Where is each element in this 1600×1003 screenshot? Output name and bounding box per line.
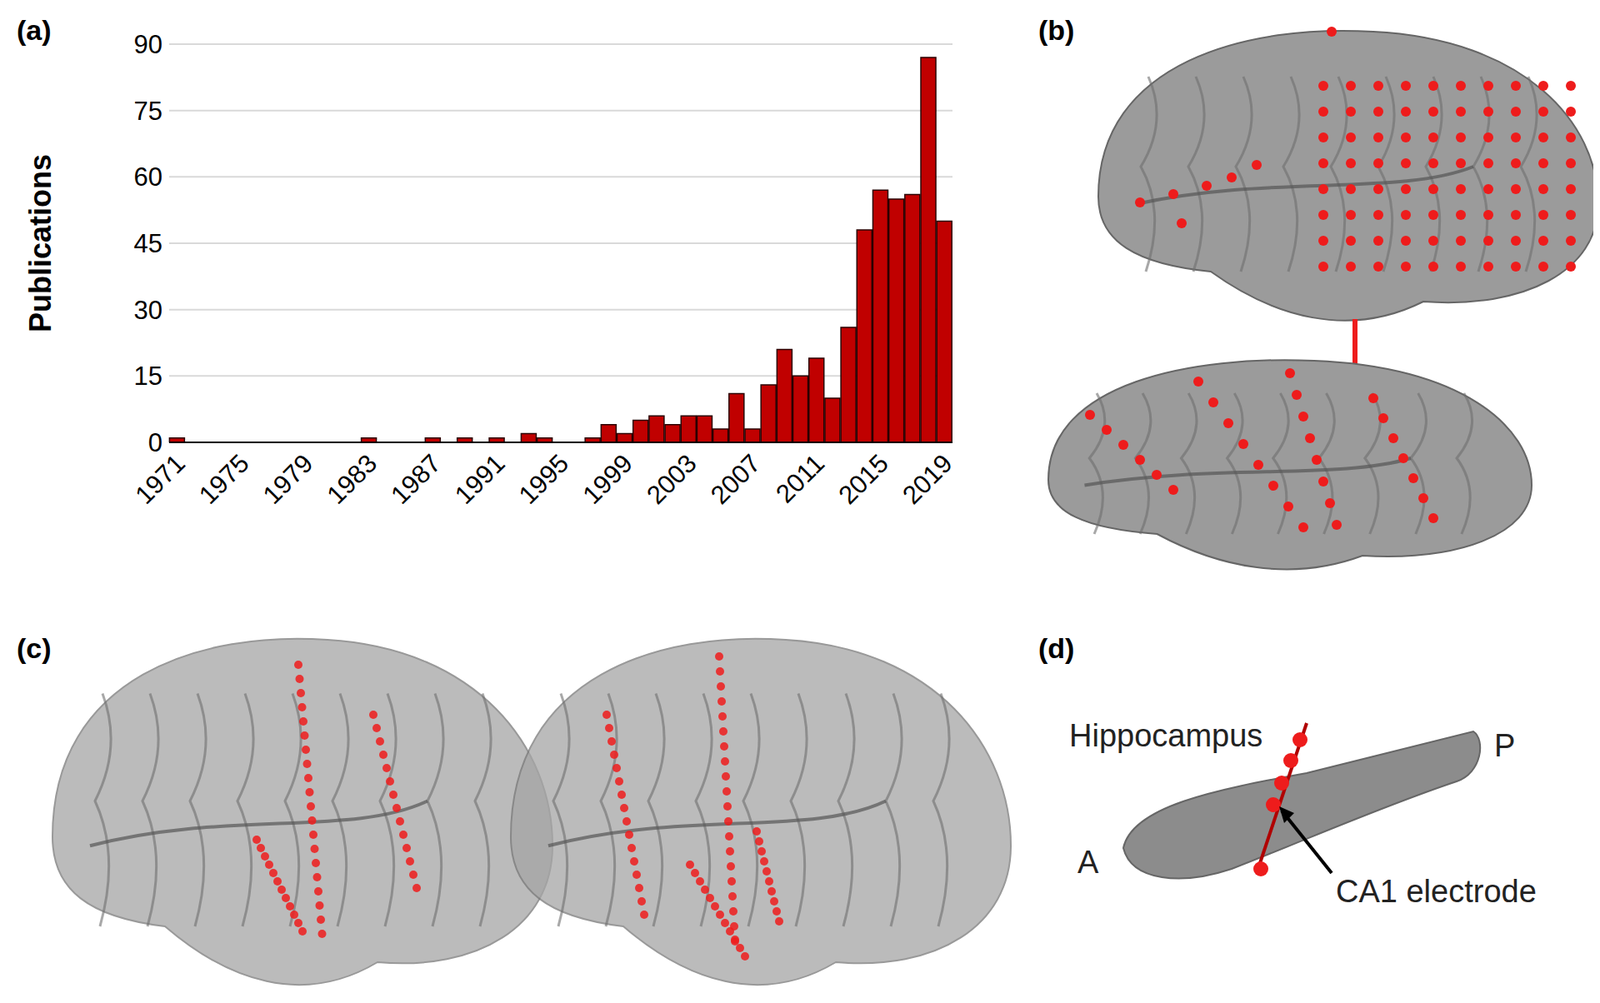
svg-text:1983: 1983 xyxy=(321,449,384,511)
svg-text:2003: 2003 xyxy=(640,449,703,511)
svg-text:(d): (d) xyxy=(1038,632,1075,665)
svg-text:1995: 1995 xyxy=(513,449,575,511)
svg-text:15: 15 xyxy=(134,361,163,391)
svg-text:P: P xyxy=(1494,728,1515,764)
svg-text:Hippocampus: Hippocampus xyxy=(1069,718,1263,754)
svg-text:60: 60 xyxy=(134,162,163,192)
svg-text:(b): (b) xyxy=(1038,14,1075,46)
svg-text:(a): (a) xyxy=(16,14,52,46)
svg-text:0: 0 xyxy=(148,428,163,458)
svg-text:2015: 2015 xyxy=(832,449,895,511)
svg-text:1975: 1975 xyxy=(193,449,255,511)
svg-text:1979: 1979 xyxy=(257,449,320,511)
svg-text:30: 30 xyxy=(134,295,163,325)
svg-text:CA1 electrode: CA1 electrode xyxy=(1335,874,1537,910)
svg-text:(c): (c) xyxy=(16,632,52,665)
svg-text:1991: 1991 xyxy=(449,449,511,511)
svg-text:A: A xyxy=(1077,845,1100,880)
svg-text:1999: 1999 xyxy=(576,449,639,511)
svg-text:Publications: Publications xyxy=(23,154,58,333)
svg-text:2011: 2011 xyxy=(770,449,830,510)
svg-text:2019: 2019 xyxy=(896,449,959,511)
svg-text:45: 45 xyxy=(134,229,163,259)
svg-text:75: 75 xyxy=(134,96,163,126)
svg-text:90: 90 xyxy=(134,30,163,60)
svg-text:1971: 1971 xyxy=(129,449,191,511)
svg-text:1987: 1987 xyxy=(385,449,447,511)
svg-text:2007: 2007 xyxy=(705,449,767,511)
